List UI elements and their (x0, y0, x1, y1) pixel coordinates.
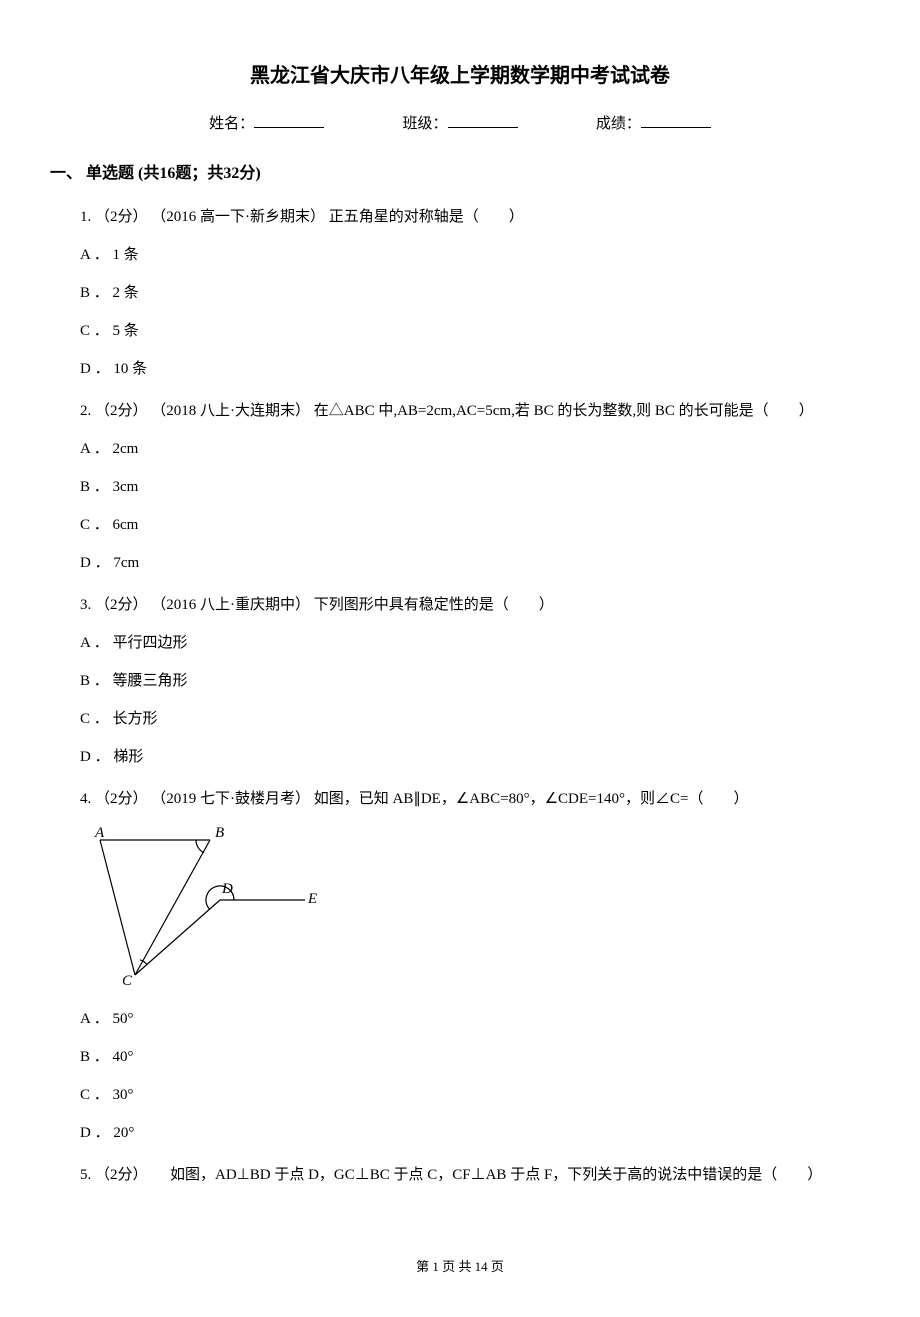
question: 2. （2分） （2018 八上·大连期末） 在△ABC 中,AB=2cm,AC… (80, 399, 870, 575)
option: D ． 7cm (80, 551, 870, 575)
question: 1. （2分） （2016 高一下·新乡期末） 正五角星的对称轴是（ ） A ． … (80, 205, 870, 381)
class-label: 班级： (402, 116, 447, 132)
svg-text:D: D (221, 881, 233, 897)
document-title: 黑龙江省大庆市八年级上学期数学期中考试试卷 (50, 60, 870, 92)
questions-container: 1. （2分） （2016 高一下·新乡期末） 正五角星的对称轴是（ ） A ． … (50, 205, 870, 1187)
option: B ． 2 条 (80, 281, 870, 305)
name-field: 姓名： (209, 112, 324, 136)
question-text: 5. （2分） 如图，AD⊥BD 于点 D，GC⊥BC 于点 C，CF⊥AB 于… (80, 1163, 870, 1187)
option: A ． 50° (80, 1007, 870, 1031)
option: C ． 6cm (80, 513, 870, 537)
option: A ． 1 条 (80, 243, 870, 267)
score-field: 成绩： (596, 112, 711, 136)
question-text: 4. （2分） （2019 七下·鼓楼月考） 如图，已知 AB∥DE，∠ABC=… (80, 787, 870, 811)
class-underline (448, 113, 518, 128)
section-header: 一、 单选题 (共16题；共32分) (50, 161, 870, 187)
question-text: 2. （2分） （2018 八上·大连期末） 在△ABC 中,AB=2cm,AC… (80, 399, 870, 423)
geometry-figure: A B D E C (80, 825, 320, 985)
option: D ． 梯形 (80, 745, 870, 769)
name-underline (254, 113, 324, 128)
question: 4. （2分） （2019 七下·鼓楼月考） 如图，已知 AB∥DE，∠ABC=… (80, 787, 870, 1145)
option: D ． 10 条 (80, 357, 870, 381)
svg-text:A: A (94, 825, 105, 841)
svg-text:C: C (122, 973, 133, 985)
class-field: 班级： (402, 112, 517, 136)
question: 5. （2分） 如图，AD⊥BD 于点 D，GC⊥BC 于点 C，CF⊥AB 于… (80, 1163, 870, 1187)
option: C ． 长方形 (80, 707, 870, 731)
option: C ． 30° (80, 1083, 870, 1107)
question: 3. （2分） （2016 八上·重庆期中） 下列图形中具有稳定性的是（ ） A … (80, 593, 870, 769)
info-row: 姓名： 班级： 成绩： (50, 112, 870, 136)
score-label: 成绩： (596, 116, 641, 132)
score-underline (641, 113, 711, 128)
option: C ． 5 条 (80, 319, 870, 343)
option: D ． 20° (80, 1121, 870, 1145)
option: B ． 3cm (80, 475, 870, 499)
name-label: 姓名： (209, 116, 254, 132)
option: A ． 平行四边形 (80, 631, 870, 655)
svg-text:B: B (215, 825, 224, 841)
svg-text:E: E (307, 891, 317, 907)
question-text: 3. （2分） （2016 八上·重庆期中） 下列图形中具有稳定性的是（ ） (80, 593, 870, 617)
question-text: 1. （2分） （2016 高一下·新乡期末） 正五角星的对称轴是（ ） (80, 205, 870, 229)
option: A ． 2cm (80, 437, 870, 461)
question-figure: A B D E C (80, 825, 870, 993)
page-footer: 第 1 页 共 14 页 (50, 1257, 870, 1278)
option: B ． 等腰三角形 (80, 669, 870, 693)
option: B ． 40° (80, 1045, 870, 1069)
